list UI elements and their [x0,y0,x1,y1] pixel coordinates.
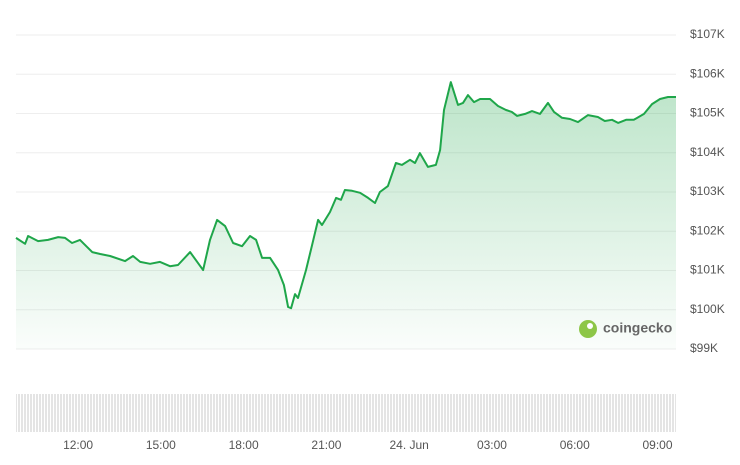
watermark-logo [579,320,597,338]
x-tick-label: 15:00 [146,438,176,452]
watermark: coingecko [579,320,672,338]
x-tick-label: 24. Jun [389,438,428,452]
y-tick-label: $100K [690,302,725,316]
y-tick-label: $101K [690,263,725,277]
x-tick-label: 12:00 [63,438,93,452]
volume-band [16,394,676,432]
x-tick-label: 09:00 [642,438,672,452]
y-tick-label: $103K [690,184,725,198]
x-tick-label: 03:00 [477,438,507,452]
y-tick-label: $106K [690,66,725,80]
watermark-logo-eye [587,323,593,329]
y-tick-label: $99K [690,341,718,355]
y-tick-label: $104K [690,145,725,159]
y-tick-label: $105K [690,106,725,120]
line [15,81,676,310]
y-tick-label: $102K [690,223,725,237]
watermark-text: coingecko [603,320,672,336]
x-tick-label: 18:00 [229,438,259,452]
x-tick-label: 06:00 [560,438,590,452]
area [16,82,676,349]
x-tick-label: 21:00 [311,438,341,452]
y-tick-label: $107K [690,27,725,41]
